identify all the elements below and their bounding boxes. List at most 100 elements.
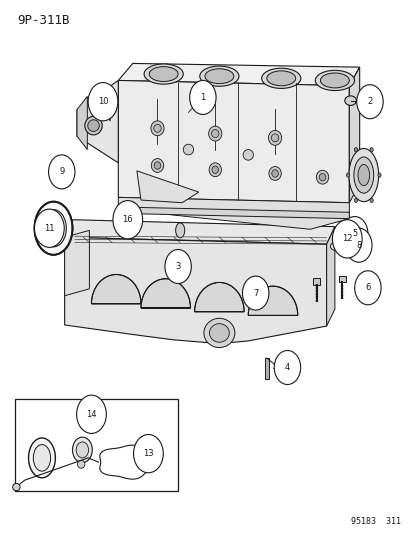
Text: 9: 9 (59, 167, 64, 176)
FancyBboxPatch shape (334, 228, 344, 237)
Polygon shape (64, 230, 89, 296)
FancyBboxPatch shape (15, 399, 178, 491)
Ellipse shape (151, 159, 163, 172)
Ellipse shape (330, 241, 345, 251)
Circle shape (113, 200, 142, 239)
Polygon shape (137, 171, 198, 203)
Ellipse shape (211, 166, 218, 173)
Ellipse shape (150, 121, 164, 136)
Ellipse shape (315, 70, 354, 91)
Text: 12: 12 (341, 235, 352, 244)
Circle shape (345, 228, 371, 262)
Polygon shape (264, 358, 268, 379)
Ellipse shape (209, 163, 221, 176)
Ellipse shape (354, 148, 357, 152)
Text: 2: 2 (366, 97, 372, 106)
Ellipse shape (208, 126, 221, 141)
Polygon shape (118, 197, 349, 229)
Circle shape (34, 209, 64, 247)
Ellipse shape (261, 68, 300, 88)
Polygon shape (64, 237, 326, 344)
Ellipse shape (346, 173, 349, 177)
Text: 9P-311B: 9P-311B (17, 14, 69, 27)
Ellipse shape (266, 71, 295, 86)
Circle shape (133, 434, 163, 473)
Text: 10: 10 (97, 97, 108, 106)
Text: 6: 6 (364, 283, 370, 292)
Ellipse shape (357, 165, 369, 185)
Text: 5: 5 (351, 229, 356, 238)
Circle shape (354, 271, 380, 305)
Ellipse shape (242, 150, 253, 160)
Polygon shape (77, 80, 118, 163)
Ellipse shape (33, 445, 50, 471)
Circle shape (76, 395, 106, 433)
Ellipse shape (204, 69, 233, 84)
Ellipse shape (318, 173, 325, 181)
Circle shape (356, 85, 382, 119)
Polygon shape (338, 276, 345, 282)
Polygon shape (313, 278, 319, 285)
Ellipse shape (123, 208, 130, 218)
Ellipse shape (316, 170, 328, 184)
Circle shape (341, 216, 367, 251)
Polygon shape (326, 227, 334, 326)
Text: 1: 1 (200, 93, 205, 102)
Ellipse shape (209, 324, 229, 342)
Ellipse shape (268, 166, 280, 180)
Polygon shape (349, 67, 359, 203)
Ellipse shape (175, 223, 184, 238)
Ellipse shape (144, 64, 183, 84)
Ellipse shape (154, 162, 160, 169)
Text: 7: 7 (252, 288, 258, 297)
Ellipse shape (268, 131, 281, 146)
Polygon shape (118, 207, 349, 219)
Circle shape (88, 83, 118, 121)
Circle shape (242, 276, 268, 310)
Text: 16: 16 (122, 215, 133, 224)
Ellipse shape (354, 198, 357, 203)
Ellipse shape (77, 461, 85, 469)
Circle shape (273, 351, 300, 384)
Text: 8: 8 (355, 241, 361, 250)
Ellipse shape (204, 318, 234, 348)
Circle shape (189, 80, 216, 115)
Polygon shape (106, 104, 114, 110)
Polygon shape (118, 63, 359, 86)
Ellipse shape (13, 483, 20, 491)
Ellipse shape (153, 124, 161, 132)
Ellipse shape (344, 96, 356, 106)
Text: 3: 3 (175, 262, 180, 271)
Ellipse shape (149, 67, 178, 82)
Ellipse shape (199, 66, 238, 86)
Polygon shape (194, 282, 244, 312)
Ellipse shape (34, 201, 72, 255)
Ellipse shape (211, 130, 218, 138)
Ellipse shape (348, 149, 378, 201)
Circle shape (164, 249, 191, 284)
Ellipse shape (377, 173, 380, 177)
Ellipse shape (369, 148, 373, 152)
Ellipse shape (28, 438, 55, 478)
Text: 95183  311: 95183 311 (350, 517, 400, 526)
Text: 13: 13 (143, 449, 153, 458)
Text: 11: 11 (44, 224, 55, 233)
Ellipse shape (85, 116, 102, 135)
Circle shape (48, 155, 75, 189)
Ellipse shape (320, 73, 349, 88)
Polygon shape (64, 220, 334, 244)
Ellipse shape (271, 169, 278, 177)
Polygon shape (141, 279, 190, 308)
Polygon shape (77, 96, 87, 150)
Ellipse shape (183, 144, 193, 155)
Ellipse shape (271, 134, 278, 142)
Circle shape (332, 220, 361, 258)
Ellipse shape (76, 442, 88, 458)
Polygon shape (118, 80, 349, 203)
Text: 4: 4 (284, 363, 290, 372)
Text: 14: 14 (86, 410, 97, 419)
Polygon shape (91, 274, 141, 304)
Ellipse shape (353, 157, 373, 193)
Ellipse shape (72, 437, 92, 463)
Ellipse shape (88, 120, 99, 132)
